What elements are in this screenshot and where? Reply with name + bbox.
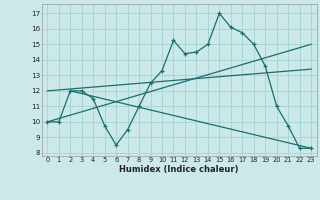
X-axis label: Humidex (Indice chaleur): Humidex (Indice chaleur) — [119, 165, 239, 174]
